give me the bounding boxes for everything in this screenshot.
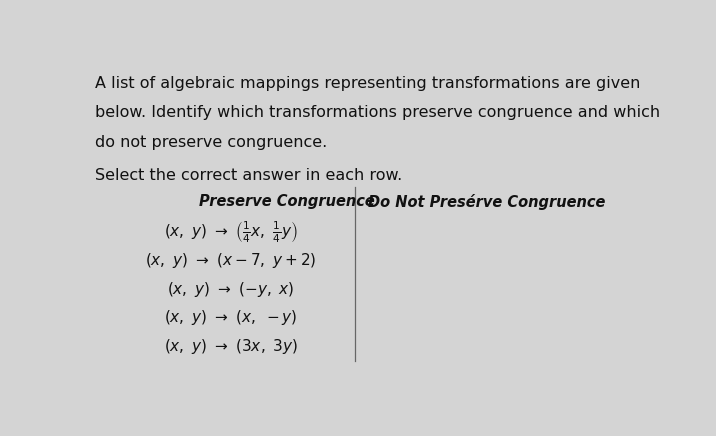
- Text: $(x,\ y)\ \rightarrow\ (x-7,\ y+2)$: $(x,\ y)\ \rightarrow\ (x-7,\ y+2)$: [145, 251, 316, 270]
- Text: Preserve Congruence: Preserve Congruence: [198, 194, 374, 209]
- Text: A list of algebraic mappings representing transformations are given: A list of algebraic mappings representin…: [95, 76, 640, 91]
- Text: below. Identify which transformations preserve congruence and which: below. Identify which transformations pr…: [95, 106, 660, 120]
- Text: do not preserve congruence.: do not preserve congruence.: [95, 135, 327, 150]
- Text: $(x,\ y)\ \rightarrow\ (-y,\ x)$: $(x,\ y)\ \rightarrow\ (-y,\ x)$: [168, 279, 295, 299]
- Text: $(x,\ y)\ \rightarrow\ (x,\ -y)$: $(x,\ y)\ \rightarrow\ (x,\ -y)$: [164, 308, 298, 327]
- Text: Select the correct answer in each row.: Select the correct answer in each row.: [95, 168, 402, 183]
- Text: Do Not Presérve Congruence: Do Not Presérve Congruence: [367, 194, 605, 210]
- Text: $(x,\ y)\ \rightarrow\ (3x,\ 3y)$: $(x,\ y)\ \rightarrow\ (3x,\ 3y)$: [164, 337, 298, 356]
- Text: $(x,\ y)\ \rightarrow\ \left(\frac{1}{4}x,\ \frac{1}{4}y\right)$: $(x,\ y)\ \rightarrow\ \left(\frac{1}{4}…: [164, 219, 298, 245]
